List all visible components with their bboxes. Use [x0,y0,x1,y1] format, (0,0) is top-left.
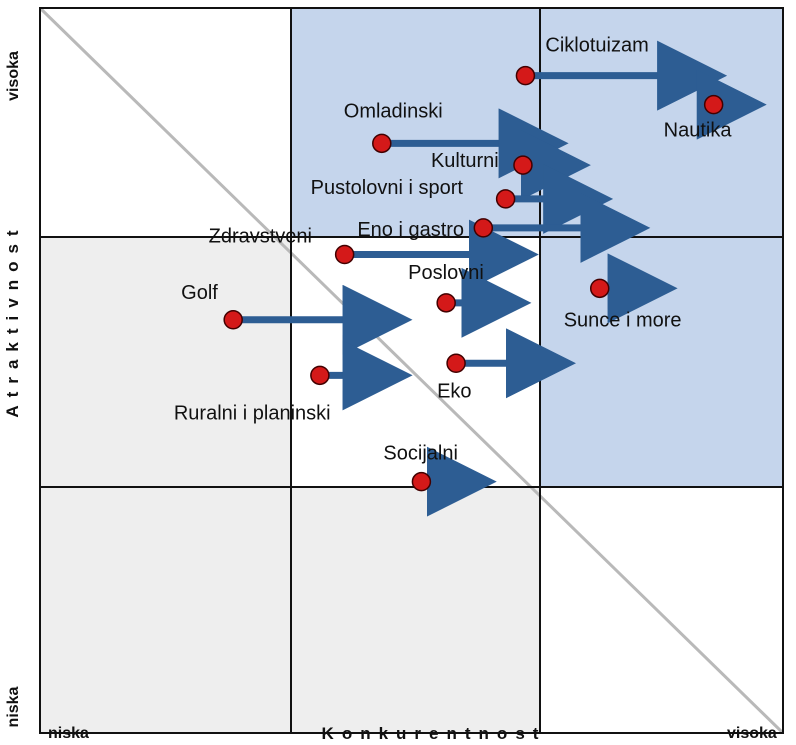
point-socijalni [411,471,432,492]
point-nautika [703,94,724,115]
trend-arrows [241,40,767,517]
point-label-eno-i-gastro: Eno i gastro [357,219,464,241]
point-poslovni [436,293,456,313]
y-axis-min-label: niska [5,686,22,727]
point-label-golf: Golf [181,282,218,304]
matrix-border [39,7,784,734]
matrix-cell-2-1 [540,237,783,487]
point-label-sunce-i-more: Sunce i more [564,309,682,331]
matrix-cell-0-0 [40,487,291,733]
x-axis-max-label: visoka [727,725,777,742]
x-axis-min-label: niska [48,725,89,742]
point-label-zdravstveni: Zdravstveni [209,226,312,248]
tourism-product-labels: Ciklotuizam Nautika Omladinski Kulturni Pust… [174,35,732,465]
tourism-product-points [223,65,724,492]
point-kulturni [513,155,533,175]
point-ciklotuizam [515,65,536,86]
point-zdravstveni [334,244,355,265]
point-sunce-i-more [589,278,610,299]
point-pustolovni-i-sport [495,189,516,209]
point-label-pustolovni-i-sport: Pustolovni i sport [311,177,464,199]
point-label-nautika: Nautika [664,120,733,142]
point-label-omladinski: Omladinski [344,100,443,122]
point-golf [223,310,243,330]
point-label-poslovni: Poslovni [408,262,484,284]
point-label-kulturni: Kulturni [431,150,499,172]
matrix-cell-1-0 [291,487,540,733]
point-label-socijalni: Socijalni [383,443,457,465]
y-axis-title: Atraktivnost [3,222,22,417]
point-label-ruralni-i-planinski: Ruralni i planinski [174,402,331,424]
point-eko [446,353,466,373]
matrix-cell-0-2 [40,8,291,237]
matrix-cell-0-1 [40,237,291,487]
point-label-ciklotuizam: Ciklotuizam [545,35,648,57]
point-omladinski [372,133,392,154]
x-axis-title: Konkurentnost [322,724,547,743]
point-label-eko: Eko [437,380,471,402]
matrix-cells [40,8,783,733]
point-ruralni-i-planinski [310,365,330,386]
y-axis-max-label: visoka [5,51,22,101]
point-eno-i-gastro [473,218,494,238]
